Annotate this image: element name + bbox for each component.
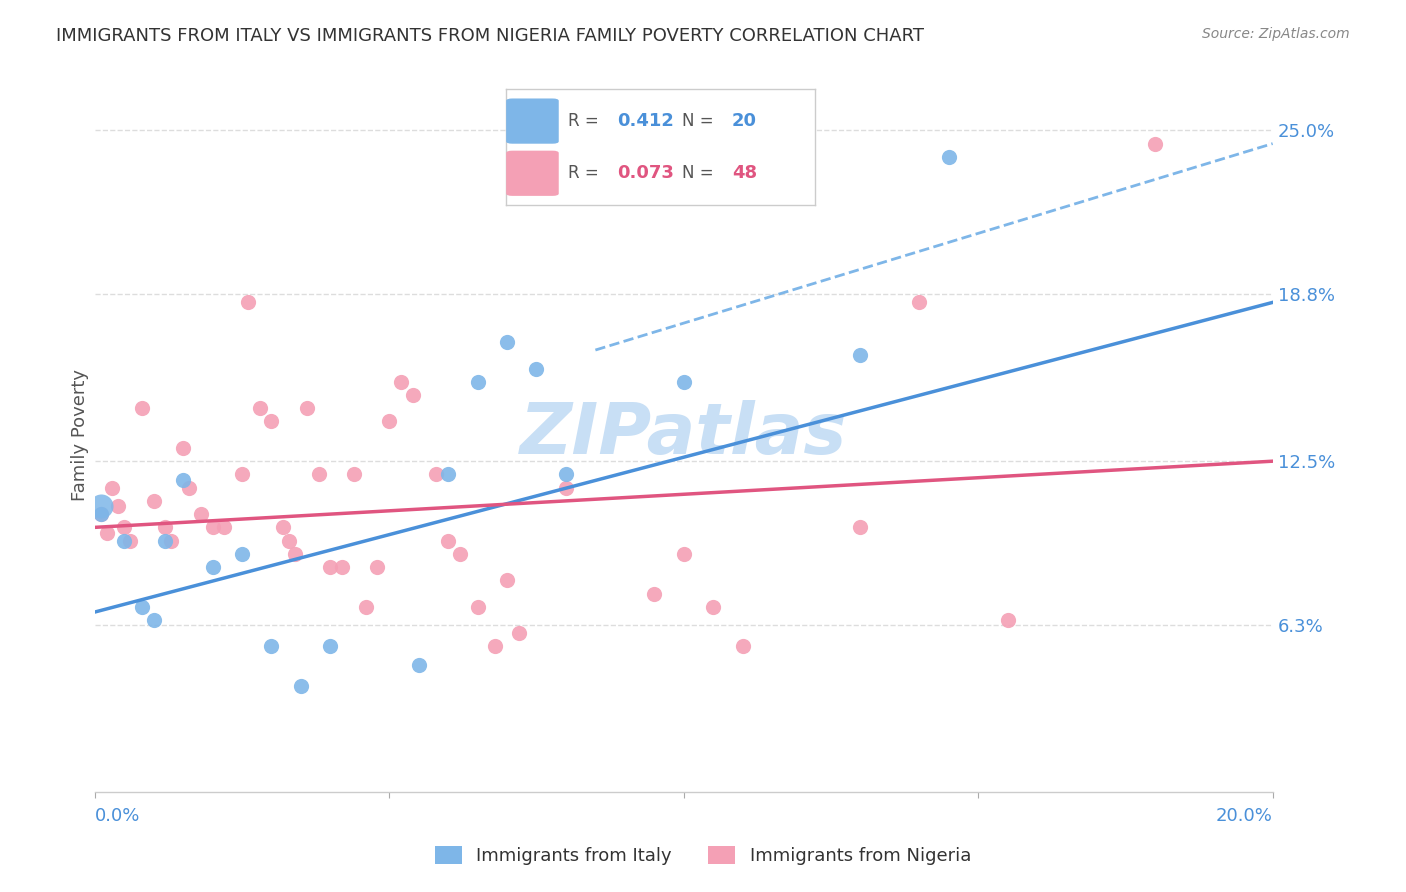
Point <box>112 533 135 548</box>
Point <box>425 467 447 482</box>
Point <box>112 520 135 534</box>
Point <box>408 657 430 672</box>
Point <box>319 640 342 654</box>
Point <box>131 599 153 614</box>
Text: N =: N = <box>682 164 720 182</box>
Point <box>319 560 342 574</box>
Point <box>496 574 519 588</box>
Text: 20.0%: 20.0% <box>1216 806 1272 824</box>
Point <box>172 473 194 487</box>
Point <box>142 613 165 627</box>
Point <box>526 361 548 376</box>
Point <box>190 507 212 521</box>
Text: 20: 20 <box>733 112 756 129</box>
Point <box>343 467 366 482</box>
Text: R =: R = <box>568 164 605 182</box>
Point <box>284 547 307 561</box>
Point <box>402 388 425 402</box>
Point <box>201 560 224 574</box>
Point <box>997 613 1019 627</box>
Text: IMMIGRANTS FROM ITALY VS IMMIGRANTS FROM NIGERIA FAMILY POVERTY CORRELATION CHAR: IMMIGRANTS FROM ITALY VS IMMIGRANTS FROM… <box>56 27 924 45</box>
Text: 48: 48 <box>733 164 756 182</box>
Point <box>120 533 142 548</box>
Point <box>449 547 471 561</box>
Point <box>378 415 401 429</box>
Point <box>90 507 112 521</box>
Point <box>90 499 112 513</box>
Point <box>849 348 872 362</box>
Point <box>1143 136 1166 151</box>
Point <box>508 626 530 640</box>
Point <box>389 375 412 389</box>
Point <box>467 599 489 614</box>
Point <box>172 441 194 455</box>
Point <box>101 481 124 495</box>
Point <box>672 375 695 389</box>
Point <box>484 640 506 654</box>
Point <box>96 525 118 540</box>
Point <box>643 586 665 600</box>
Text: Source: ZipAtlas.com: Source: ZipAtlas.com <box>1202 27 1350 41</box>
Point <box>271 520 294 534</box>
Text: N =: N = <box>682 112 720 129</box>
Legend: Immigrants from Italy, Immigrants from Nigeria: Immigrants from Italy, Immigrants from N… <box>426 837 980 874</box>
Text: 0.412: 0.412 <box>617 112 675 129</box>
Point <box>260 640 283 654</box>
Point <box>496 335 519 350</box>
Point <box>731 640 754 654</box>
Point <box>938 150 960 164</box>
Point <box>290 679 312 693</box>
Point <box>249 401 271 416</box>
Y-axis label: Family Poverty: Family Poverty <box>72 368 89 500</box>
Point <box>849 520 872 534</box>
Point <box>201 520 224 534</box>
Point <box>278 533 301 548</box>
Point <box>437 467 460 482</box>
Point <box>155 533 177 548</box>
Point <box>142 494 165 508</box>
Point <box>231 547 253 561</box>
FancyBboxPatch shape <box>506 98 558 144</box>
Point <box>160 533 183 548</box>
Point <box>437 533 460 548</box>
Point <box>177 481 200 495</box>
Point <box>555 467 578 482</box>
Point <box>236 295 259 310</box>
Point <box>214 520 236 534</box>
Point <box>354 599 377 614</box>
Point <box>555 481 578 495</box>
Point <box>366 560 388 574</box>
Point <box>131 401 153 416</box>
Point <box>260 415 283 429</box>
Point <box>155 520 177 534</box>
Text: 0.073: 0.073 <box>617 164 675 182</box>
Point <box>90 507 112 521</box>
Point <box>295 401 318 416</box>
Point <box>308 467 330 482</box>
Point <box>702 599 724 614</box>
Point <box>467 375 489 389</box>
Text: ZIPatlas: ZIPatlas <box>520 401 848 469</box>
Point <box>330 560 353 574</box>
Point <box>908 295 931 310</box>
Point <box>107 499 129 513</box>
Point <box>231 467 253 482</box>
FancyBboxPatch shape <box>506 151 558 196</box>
Text: R =: R = <box>568 112 605 129</box>
Point <box>672 547 695 561</box>
Text: 0.0%: 0.0% <box>94 806 141 824</box>
